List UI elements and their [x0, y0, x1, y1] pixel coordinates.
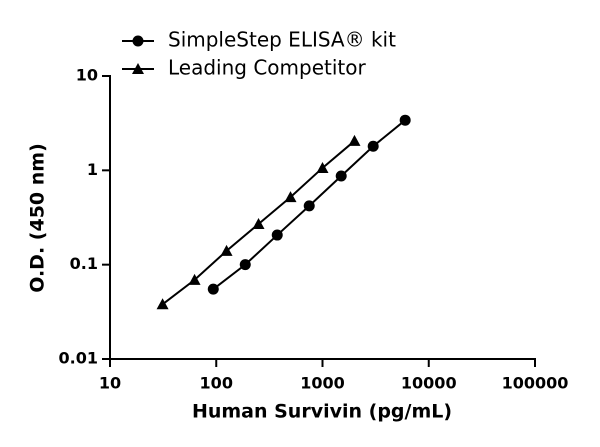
y-tick-label: 1: [87, 160, 98, 179]
data-point: [239, 259, 251, 271]
data-point: [367, 140, 379, 152]
data-point: [188, 273, 201, 285]
data-point: [335, 170, 347, 182]
x-tick-label: 100000: [502, 374, 569, 393]
legend-label: Leading Competitor: [168, 56, 366, 80]
x-axis-label: Human Survivin (pg/mL): [192, 401, 452, 423]
data-point: [284, 191, 297, 203]
data-point: [348, 134, 361, 146]
data-point: [399, 114, 411, 126]
x-tick-label: 1000: [300, 374, 345, 393]
data-point: [271, 229, 283, 241]
data-point: [220, 244, 233, 256]
data-point: [303, 200, 315, 212]
data-point: [252, 217, 265, 229]
data-point: [207, 283, 219, 295]
data-point: [316, 161, 329, 173]
legend-marker: [132, 63, 144, 74]
y-tick-label: 0.1: [70, 254, 98, 273]
x-tick-label: 100: [200, 374, 233, 393]
data-point: [156, 298, 169, 310]
y-tick-label: 10: [76, 66, 98, 85]
legend-marker: [132, 35, 144, 47]
x-tick-label: 10000: [401, 374, 457, 393]
legend-label: SimpleStep ELISA® kit: [168, 28, 396, 52]
x-tick-label: 10: [99, 374, 121, 393]
y-axis-label: O.D. (450 nm): [27, 143, 49, 293]
y-tick-label: 0.01: [59, 349, 98, 368]
